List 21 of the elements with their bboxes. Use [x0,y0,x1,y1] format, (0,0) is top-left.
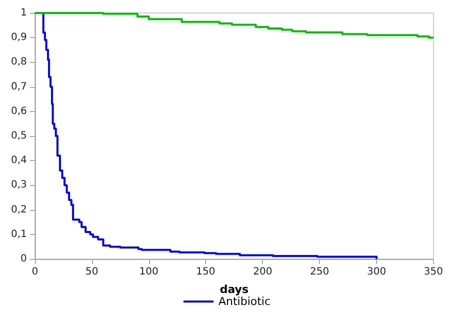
y-tick-label: 0,8 [10,56,27,68]
y-tick-label: 0,2 [10,204,27,216]
x-tick-label: 0 [32,266,38,278]
y-tick-label: 0,7 [10,81,27,92]
y-tick-label: 0,9 [10,32,27,44]
legend-label: Antibiotic [218,295,271,308]
x-tick-label: 350 [424,266,444,278]
y-tick-label: 1 [20,8,27,18]
x-tick-label: 300 [366,266,386,278]
x-axis-title: days [220,283,249,296]
x-tick-label: 50 [85,266,98,278]
y-tick-label: 0,1 [10,228,27,240]
y-tick-label: 0,3 [10,180,27,191]
x-tick-label: 200 [253,266,272,278]
y-tick-label: 0,4 [10,155,27,166]
x-tick-label: 250 [310,266,330,278]
x-tick-label: 100 [139,266,158,278]
y-tick-label: 0,5 [10,130,27,142]
x-tick-label: 150 [196,266,216,278]
y-tick-label: 0,6 [10,106,27,117]
y-tick-label: 0 [20,254,27,264]
